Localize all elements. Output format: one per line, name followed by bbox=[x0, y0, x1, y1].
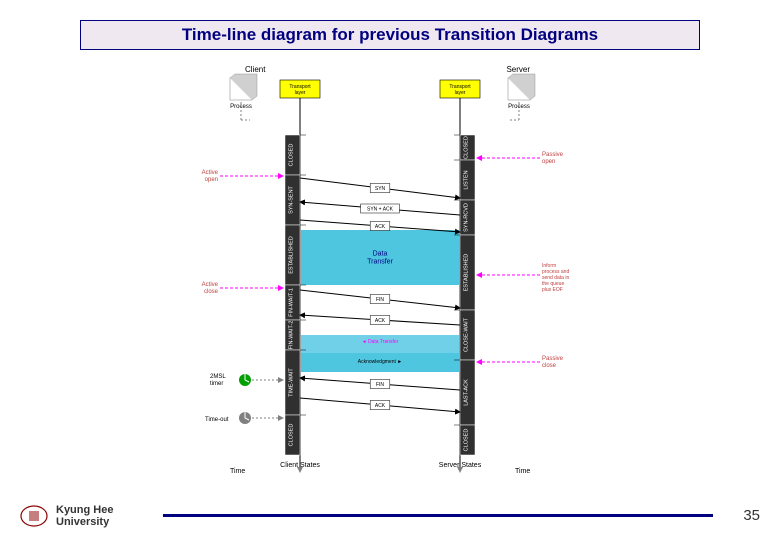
svg-text:Passive: Passive bbox=[542, 152, 564, 158]
svg-text:◄ Data Transfer: ◄ Data Transfer bbox=[362, 339, 399, 345]
footer-divider bbox=[163, 514, 713, 517]
svg-text:FIN: FIN bbox=[376, 382, 384, 388]
svg-text:open: open bbox=[542, 159, 555, 165]
university-line1: Kyung Hee bbox=[56, 504, 113, 516]
svg-text:FIN-WAIT-2: FIN-WAIT-2 bbox=[289, 321, 295, 350]
svg-text:CLOSED: CLOSED bbox=[464, 136, 470, 159]
svg-text:TIME-WAIT: TIME-WAIT bbox=[289, 368, 295, 397]
svg-text:SYN-RCVD: SYN-RCVD bbox=[464, 203, 470, 232]
svg-text:ESTABLISHED: ESTABLISHED bbox=[289, 236, 295, 274]
svg-text:Active: Active bbox=[202, 282, 219, 288]
svg-text:layer: layer bbox=[455, 90, 466, 96]
svg-text:ACK: ACK bbox=[375, 403, 386, 409]
title-bar: Time-line diagram for previous Transitio… bbox=[80, 20, 700, 50]
svg-text:LAST-ACK: LAST-ACK bbox=[464, 379, 470, 406]
svg-text:close: close bbox=[542, 363, 557, 369]
svg-text:CLOSED: CLOSED bbox=[289, 144, 295, 167]
svg-text:Time: Time bbox=[515, 468, 530, 475]
svg-text:Time-out: Time-out bbox=[205, 417, 229, 423]
page-number: 35 bbox=[743, 507, 760, 524]
svg-text:SYN + ACK: SYN + ACK bbox=[367, 206, 394, 212]
svg-text:SYN: SYN bbox=[375, 186, 386, 192]
svg-text:Transfer: Transfer bbox=[367, 259, 393, 266]
footer: Kyung Hee University 35 bbox=[20, 504, 760, 528]
svg-text:close: close bbox=[204, 289, 219, 295]
svg-text:CLOSED: CLOSED bbox=[464, 429, 470, 452]
svg-text:Client: Client bbox=[245, 65, 266, 74]
timeline-diagram: ClientServerProcessTransportlayerTranspo… bbox=[180, 60, 600, 480]
svg-text:CLOSE-WAIT: CLOSE-WAIT bbox=[464, 317, 470, 352]
svg-text:Passive: Passive bbox=[542, 356, 564, 362]
page-title: Time-line diagram for previous Transitio… bbox=[182, 25, 598, 45]
svg-text:CLOSED: CLOSED bbox=[289, 424, 295, 447]
university-logo-icon bbox=[20, 505, 48, 527]
svg-text:FIN: FIN bbox=[376, 297, 384, 303]
svg-text:Acknowledgment ►: Acknowledgment ► bbox=[358, 359, 402, 365]
svg-text:layer: layer bbox=[295, 90, 306, 96]
svg-text:Server: Server bbox=[506, 65, 530, 74]
svg-text:Server States: Server States bbox=[439, 462, 482, 469]
svg-text:ACK: ACK bbox=[375, 224, 386, 230]
svg-text:timer: timer bbox=[210, 381, 223, 387]
university-name: Kyung Hee University bbox=[56, 504, 113, 528]
svg-text:ACK: ACK bbox=[375, 318, 386, 324]
svg-text:ESTABLISHED: ESTABLISHED bbox=[464, 254, 470, 292]
svg-text:Time: Time bbox=[230, 468, 245, 475]
svg-text:LISTEN: LISTEN bbox=[464, 170, 470, 189]
svg-text:2MSL: 2MSL bbox=[210, 374, 226, 380]
svg-text:Data: Data bbox=[373, 251, 388, 258]
svg-text:FIN-WAIT-1: FIN-WAIT-1 bbox=[289, 288, 295, 317]
university-line2: University bbox=[56, 516, 113, 528]
svg-text:Client States: Client States bbox=[280, 462, 320, 469]
svg-text:SYN-SENT: SYN-SENT bbox=[289, 185, 295, 213]
svg-text:open: open bbox=[205, 177, 218, 183]
svg-text:plus EOF: plus EOF bbox=[542, 287, 563, 293]
svg-text:Active: Active bbox=[202, 170, 219, 176]
